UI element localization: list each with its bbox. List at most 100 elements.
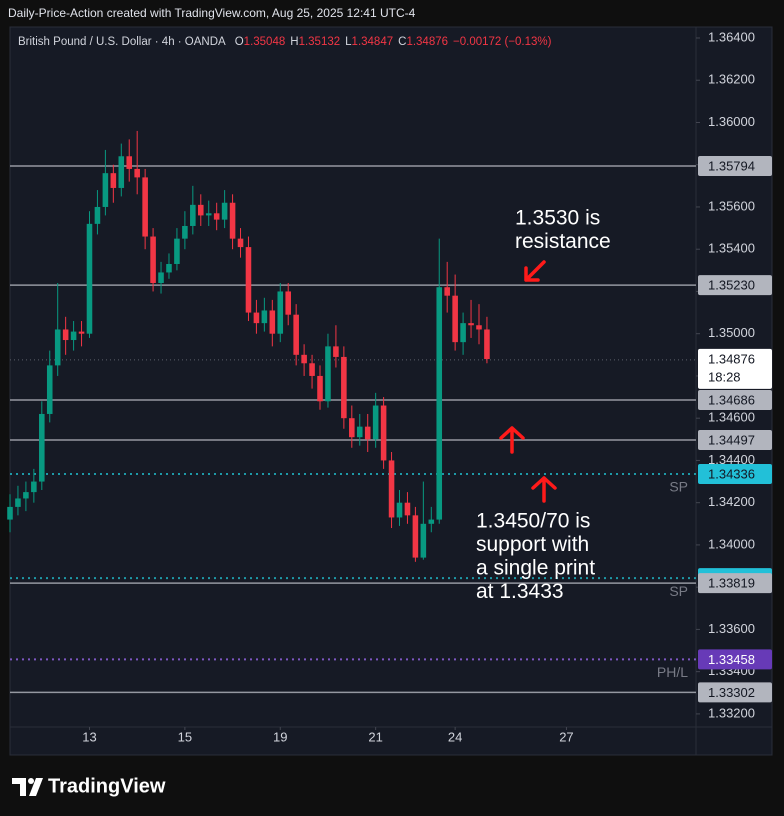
annotation: support with	[476, 533, 589, 556]
y-tick-label: 1.33600	[708, 621, 755, 636]
candle-body	[356, 426, 363, 438]
annotation: at 1.3433	[476, 580, 564, 603]
last-price-label: 1.34876	[708, 351, 755, 366]
candle-body	[277, 291, 284, 334]
level-label: 1.35230	[708, 278, 755, 293]
y-tick-label: 1.34200	[708, 494, 755, 509]
candle-body	[142, 177, 148, 237]
candle-body	[39, 413, 45, 482]
candle-body	[341, 356, 347, 419]
candle-body	[174, 238, 180, 264]
ohlc-value: 1.34876	[406, 36, 448, 48]
level-label: 1.33302	[708, 685, 755, 700]
x-tick-label: 27	[559, 729, 573, 744]
level-box	[698, 649, 772, 670]
ohlc-key: C	[398, 36, 406, 48]
candle-body	[468, 323, 474, 326]
candle-body	[245, 247, 252, 313]
logo-mark	[12, 778, 26, 796]
candle-body	[134, 168, 140, 178]
annotation: resistance	[515, 230, 611, 253]
candle-body	[94, 206, 101, 224]
header-text: Daily-Price-Action created with TradingV…	[8, 6, 416, 20]
level-label: 1.35794	[708, 158, 755, 173]
level-tag: SP	[669, 583, 688, 599]
candle-body	[333, 346, 339, 357]
candle-body	[444, 287, 450, 296]
candle-body	[23, 492, 29, 499]
ohlc-value: 1.35132	[299, 36, 341, 48]
candle-body	[301, 354, 307, 364]
candle-body	[364, 426, 371, 440]
candle-body	[269, 310, 276, 334]
candle-body	[221, 202, 228, 220]
candle-body	[420, 523, 427, 558]
chart-frame	[9, 26, 773, 756]
overlay: British Pound / U.S. Dollar · 4h · OANDA…	[18, 36, 611, 744]
price-axis: 1.364001.362001.360001.358001.356001.354…	[696, 29, 772, 720]
candle-body	[253, 312, 260, 324]
candle-body	[325, 346, 331, 402]
y-tick-label: 1.36400	[708, 29, 755, 44]
candle-body	[261, 310, 268, 324]
candle-body	[484, 329, 490, 360]
candle-body	[460, 323, 466, 343]
logo-mark	[29, 778, 43, 796]
level-label: 1.34497	[708, 432, 755, 447]
candle-body	[285, 291, 291, 315]
ohlc-value: 1.35048	[244, 36, 286, 48]
candle-body	[190, 204, 196, 226]
level-box	[698, 682, 772, 703]
candle-body	[78, 331, 85, 334]
y-tick-label: 1.36000	[708, 114, 755, 129]
candle-body	[102, 173, 109, 207]
candle-body	[404, 502, 411, 516]
level-box	[698, 390, 772, 411]
level-label: 1.33819	[708, 576, 755, 591]
arrow	[524, 260, 546, 282]
candle-body	[166, 263, 172, 273]
level-label: 1.34336	[708, 466, 755, 481]
candle-body	[46, 365, 53, 414]
y-tick-label: 1.35600	[708, 198, 755, 213]
candle-body	[15, 498, 21, 507]
x-tick-label: 24	[448, 729, 462, 744]
level-box	[698, 429, 772, 450]
candle-body	[380, 405, 387, 461]
ohlc-legend: British Pound / U.S. Dollar · 4h · OANDA…	[18, 36, 552, 48]
annotation: 1.3450/70 is	[476, 510, 590, 533]
level-box	[698, 275, 772, 296]
candle-body	[412, 515, 419, 558]
candle-body	[388, 460, 395, 518]
candle-body	[396, 502, 403, 518]
ohlc-key: O	[235, 36, 244, 48]
logo-mark	[28, 778, 34, 784]
y-tick-label: 1.34600	[708, 410, 755, 425]
candle-body	[452, 295, 458, 343]
y-tick-label: 1.35400	[708, 241, 755, 256]
candle-body	[317, 375, 323, 402]
ohlc-key: L	[345, 36, 352, 48]
y-tick-label: 1.33200	[708, 705, 755, 720]
y-tick-label: 1.34000	[708, 536, 755, 551]
x-tick-label: 21	[368, 729, 382, 744]
level-box	[698, 463, 772, 484]
candle-body	[229, 202, 236, 239]
level-tag: SP	[669, 479, 688, 495]
arrow	[531, 476, 557, 503]
candle-body	[7, 506, 13, 520]
candle-body	[293, 314, 299, 355]
candle-body	[197, 204, 204, 216]
ohlc-key: H	[290, 36, 298, 48]
candle-body	[182, 225, 188, 239]
level-label: 1.34686	[708, 392, 755, 407]
annotation: a single print	[476, 557, 595, 580]
ohlc-change: −0.00172 (−0.13%)	[453, 36, 552, 48]
candle-body	[70, 331, 77, 341]
level-box	[698, 573, 772, 594]
y-tick-label: 1.34400	[708, 452, 755, 467]
logo: TradingView	[12, 775, 166, 797]
candle-body	[110, 173, 117, 188]
